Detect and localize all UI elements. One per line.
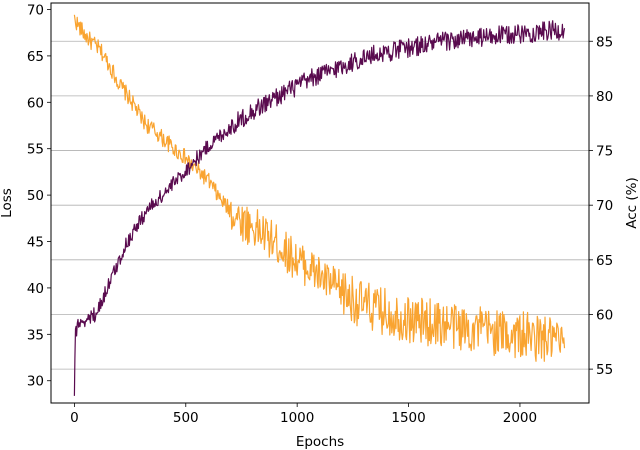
y-right-tick-label: 80 <box>596 89 613 105</box>
y-left-tick-label: 55 <box>27 142 44 158</box>
x-tick-label: 1500 <box>391 410 425 426</box>
grid-lines <box>51 40 589 370</box>
x-tick-label: 0 <box>70 410 79 426</box>
y-left-tick-label: 40 <box>27 281 44 297</box>
y-left-tick-label: 50 <box>27 188 44 204</box>
y-left-tick-label: 45 <box>27 235 44 251</box>
y-right-tick-label: 55 <box>596 362 613 378</box>
x-tick-label: 1000 <box>280 410 314 426</box>
y-left-tick-label: 30 <box>27 374 44 390</box>
x-tick-label: 500 <box>173 410 199 426</box>
y-left-tick-label: 60 <box>27 95 44 111</box>
y-axis-left: 30 35 40 45 50 55 60 65 70 <box>27 2 51 390</box>
y-axis-left-label: Loss <box>0 188 15 218</box>
y-left-tick-label: 65 <box>27 49 44 65</box>
accuracy-line <box>73 20 566 396</box>
y-axis-right: 55 60 65 70 75 80 85 <box>589 34 613 378</box>
y-axis-right-label: Acc (%) <box>624 177 640 229</box>
y-right-tick-label: 85 <box>596 34 613 50</box>
x-axis: 0 500 1000 1500 2000 <box>70 403 537 426</box>
y-right-tick-label: 60 <box>596 307 613 323</box>
x-tick-label: 2000 <box>503 410 537 426</box>
y-right-tick-label: 70 <box>596 198 613 214</box>
x-axis-label: Epochs <box>296 434 344 450</box>
series-layer <box>73 14 566 396</box>
loss-line <box>73 14 566 362</box>
y-left-tick-label: 35 <box>27 327 44 343</box>
y-right-tick-label: 75 <box>596 144 613 160</box>
plot-frame <box>50 2 590 404</box>
y-left-tick-label: 70 <box>27 2 44 18</box>
y-right-tick-label: 65 <box>596 253 613 269</box>
